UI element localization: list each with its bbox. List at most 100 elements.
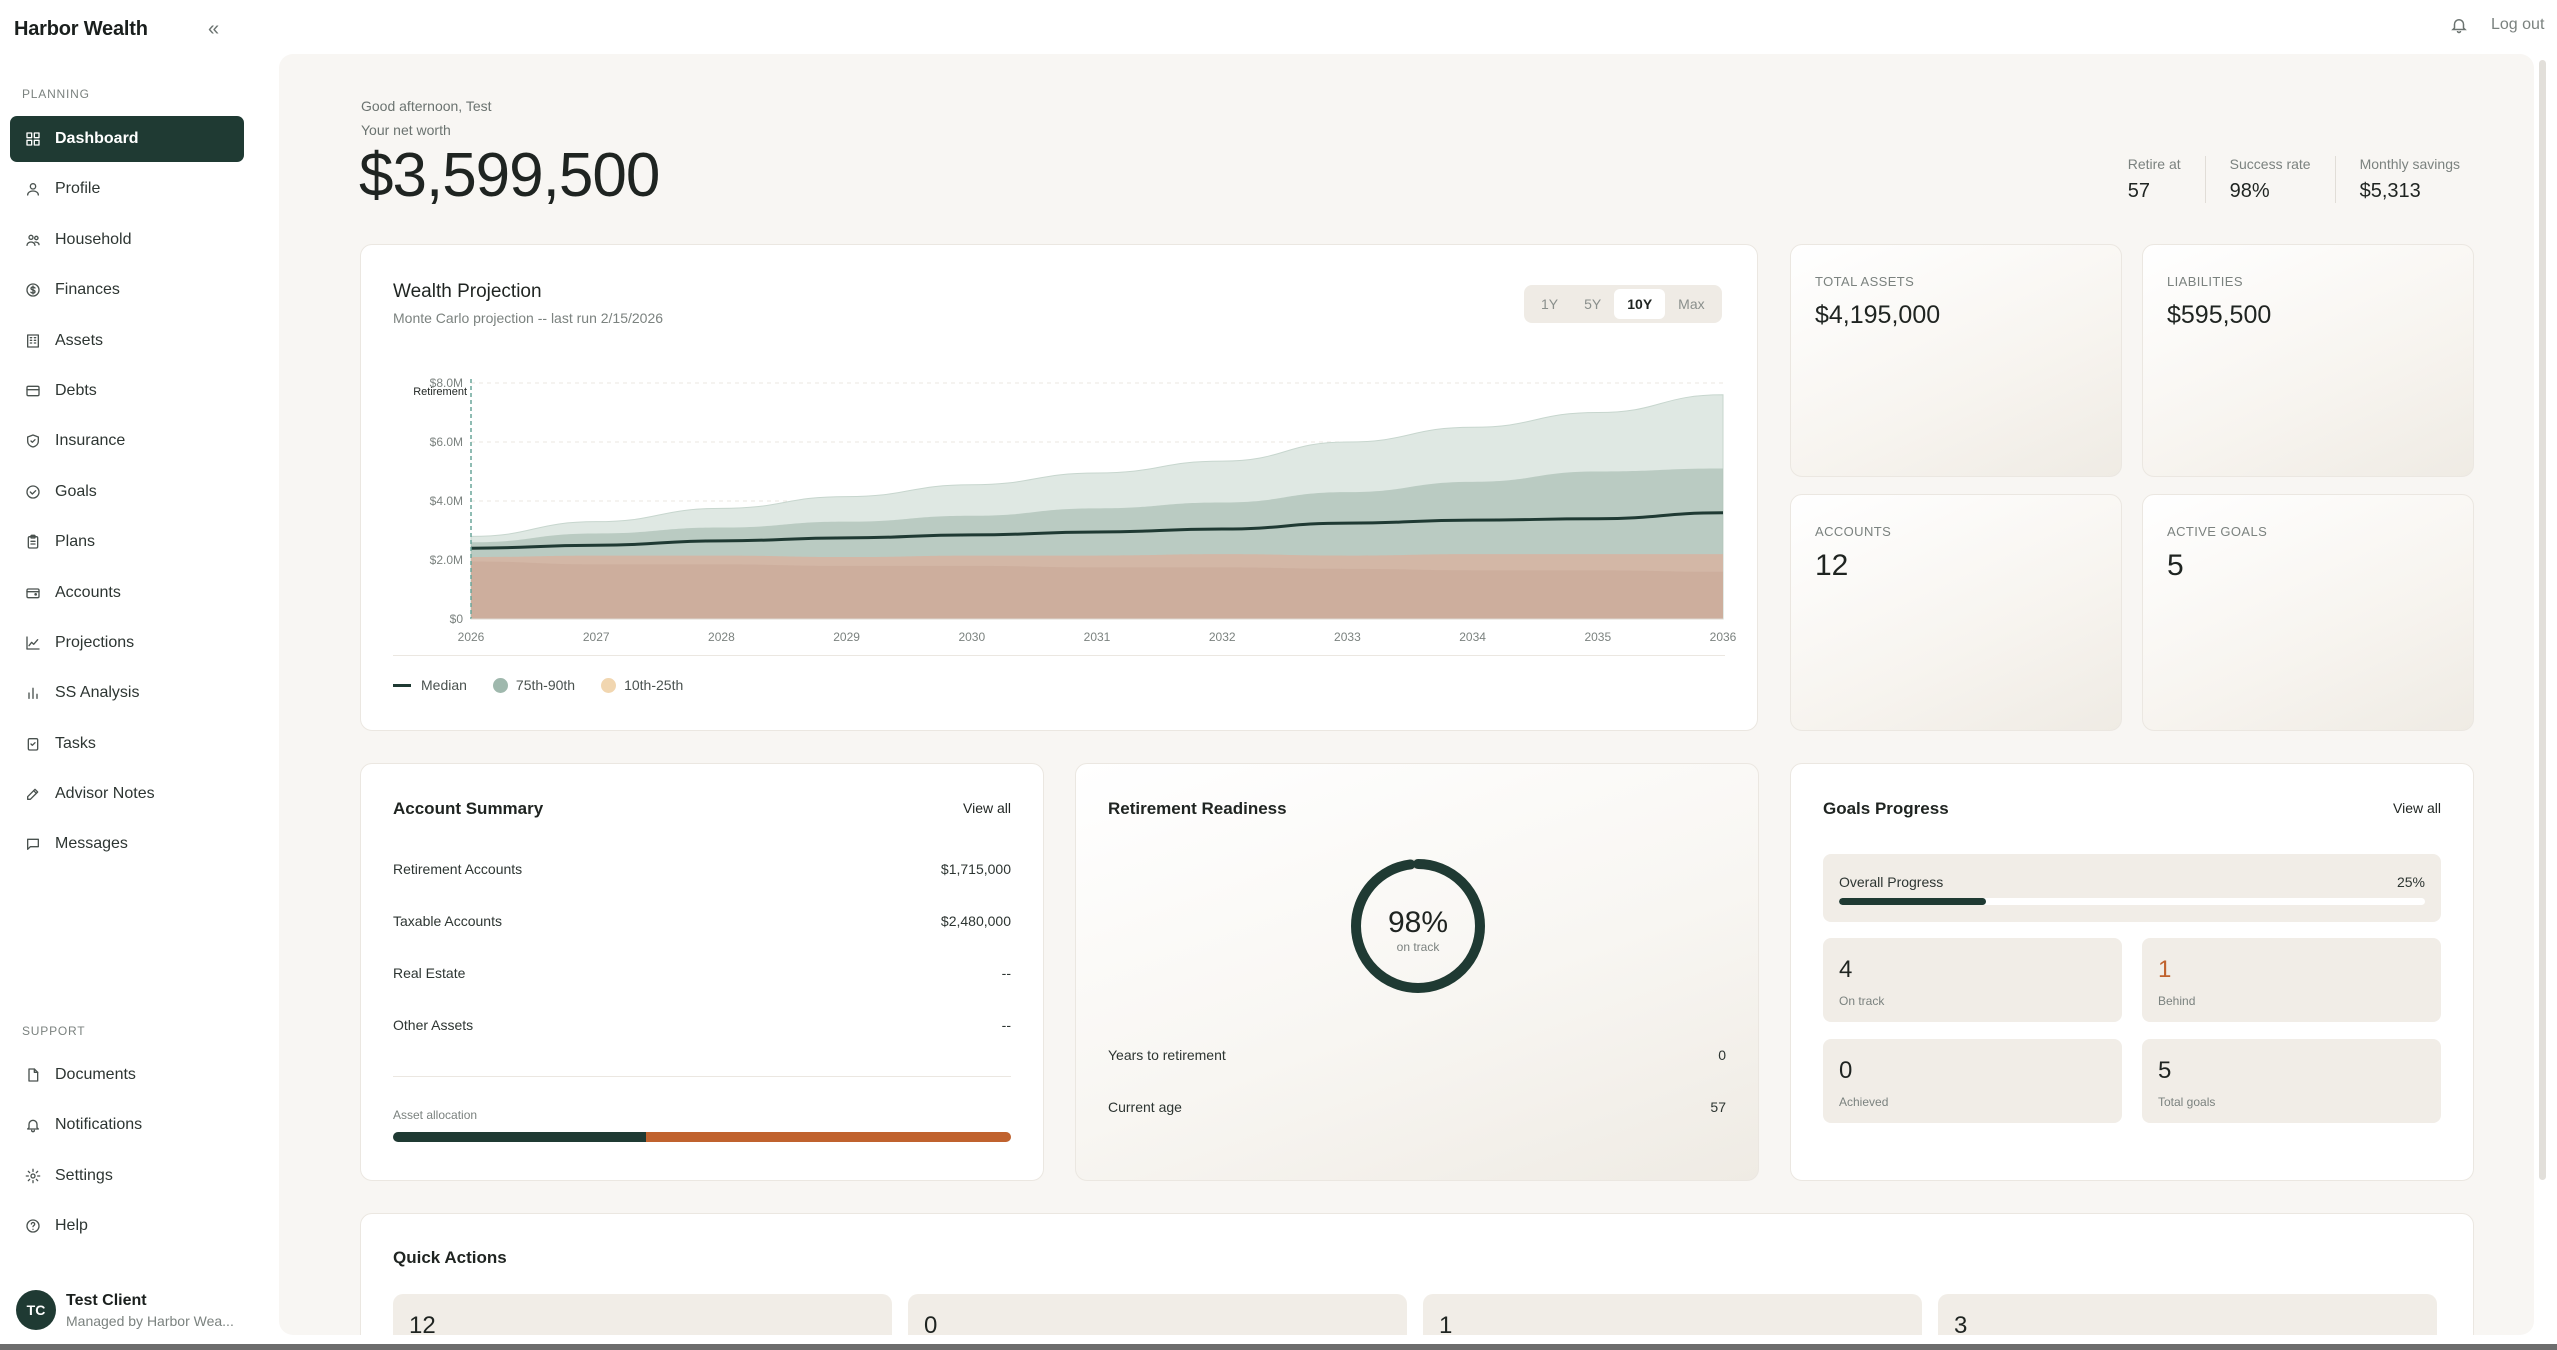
sidebar-item-documents[interactable]: Documents bbox=[10, 1052, 244, 1098]
x-tick-label: 2036 bbox=[1710, 630, 1737, 644]
overall-progress-label: Overall Progress bbox=[1839, 874, 1944, 890]
scrollbar[interactable] bbox=[2539, 60, 2546, 1180]
user-profile[interactable]: TC Test Client Managed by Harbor Wea... bbox=[16, 1290, 234, 1330]
sidebar-item-tasks[interactable]: Tasks bbox=[10, 721, 244, 767]
stat-monthly-savings: Monthly savings $5,313 bbox=[2334, 156, 2484, 203]
account-row-label: Retirement Accounts bbox=[393, 861, 523, 877]
account-row-value: $1,715,000 bbox=[940, 861, 1011, 877]
quick-action-tile[interactable]: 1 bbox=[1423, 1294, 1922, 1335]
legend-label: Median bbox=[421, 677, 467, 693]
retirement-marker-label: Retirement bbox=[413, 386, 467, 398]
stat-value: 98% bbox=[2229, 180, 2270, 202]
help-icon bbox=[24, 1217, 42, 1235]
range-max-button[interactable]: Max bbox=[1678, 296, 1705, 312]
goal-tile-total[interactable]: 5 Total goals bbox=[2142, 1039, 2441, 1123]
collapse-sidebar-icon[interactable]: « bbox=[208, 18, 220, 40]
goal-tile-value: 1 bbox=[2158, 956, 2172, 983]
quick-action-tile[interactable]: 3 bbox=[1938, 1294, 2437, 1335]
planning-section-label: PLANNING bbox=[22, 87, 90, 101]
readiness-row-value: 57 bbox=[1710, 1099, 1726, 1115]
sidebar-item-insurance[interactable]: Insurance bbox=[10, 418, 244, 464]
account-summary-view-all-link[interactable]: View all bbox=[963, 800, 1011, 816]
sidebar-item-label: Accounts bbox=[55, 583, 121, 601]
projection-subtitle: Monte Carlo projection -- last run 2/15/… bbox=[393, 310, 664, 326]
readiness-row: Years to retirement 0 bbox=[1108, 1047, 1726, 1063]
allocation-segment bbox=[393, 1132, 646, 1142]
logout-button[interactable]: Log out bbox=[2491, 16, 2545, 33]
sidebar-item-household[interactable]: Household bbox=[10, 217, 244, 263]
x-tick-label: 2034 bbox=[1459, 630, 1486, 644]
account-row[interactable]: Other Assets -- bbox=[393, 1017, 1011, 1033]
wealth-projection-chart: $0 $2.0M $4.0M $6.0M $8.0M 2026 2027 2028 2029 20… bbox=[413, 376, 1737, 644]
legend-label: 75th-90th bbox=[515, 677, 576, 693]
sidebar-item-label: Insurance bbox=[55, 432, 126, 450]
sidebar-item-label: Dashboard bbox=[55, 130, 139, 147]
account-row[interactable]: Taxable Accounts $2,480,000 bbox=[393, 913, 1011, 929]
goal-tile-on-track[interactable]: 4 On track bbox=[1823, 938, 2122, 1022]
sidebar-item-ss-analysis[interactable]: SS Analysis bbox=[10, 670, 244, 716]
sidebar-item-finances[interactable]: Finances bbox=[10, 267, 244, 313]
x-tick-label: 2028 bbox=[708, 630, 735, 644]
sidebar-item-projections[interactable]: Projections bbox=[10, 620, 244, 666]
sidebar-item-dashboard[interactable]: Dashboard bbox=[10, 116, 244, 162]
quick-action-value: 12 bbox=[409, 1312, 436, 1335]
greeting: Good afternoon, Test bbox=[361, 98, 492, 114]
sidebar-item-label: Debts bbox=[55, 381, 97, 399]
sidebar-item-label: Notifications bbox=[55, 1116, 143, 1134]
kpi-label: TOTAL ASSETS bbox=[1815, 274, 1915, 289]
sidebar-item-debts[interactable]: Debts bbox=[10, 368, 244, 414]
goal-tile-value: 5 bbox=[2158, 1057, 2172, 1084]
dashboard-icon bbox=[24, 130, 42, 148]
wallet-icon bbox=[24, 584, 42, 602]
sidebar-item-notifications[interactable]: Notifications bbox=[10, 1102, 244, 1148]
kpi-label: ACTIVE GOALS bbox=[2167, 524, 2268, 539]
sidebar-item-accounts[interactable]: Accounts bbox=[10, 570, 244, 616]
legend-swatch bbox=[601, 677, 617, 693]
overall-progress-percent: 25% bbox=[2396, 874, 2425, 890]
quick-action-tile[interactable]: 0 bbox=[908, 1294, 1407, 1335]
range-10y-button[interactable]: 10Y bbox=[1614, 289, 1666, 319]
goals-progress-title: Goals Progress bbox=[1823, 799, 1949, 818]
range-5y-button[interactable]: 5Y bbox=[1584, 296, 1602, 312]
account-row-label: Real Estate bbox=[393, 965, 466, 981]
sidebar-item-assets[interactable]: Assets bbox=[10, 318, 244, 364]
kpi-accounts[interactable]: ACCOUNTS 12 bbox=[1790, 494, 2122, 731]
kpi-value: 5 bbox=[2167, 549, 2184, 582]
gauge-percent: 98% bbox=[1388, 906, 1448, 939]
stat-value: 57 bbox=[2127, 180, 2150, 202]
stat-label: Monthly savings bbox=[2359, 156, 2460, 172]
sidebar-item-label: Finances bbox=[55, 281, 120, 299]
brand-logo[interactable]: Harbor Wealth bbox=[14, 18, 148, 40]
goal-tile-behind[interactable]: 1 Behind bbox=[2142, 938, 2441, 1022]
bell-icon[interactable] bbox=[2450, 16, 2468, 39]
sidebar-item-plans[interactable]: Plans bbox=[10, 519, 244, 565]
sidebar-item-profile[interactable]: Profile bbox=[10, 166, 244, 212]
divider bbox=[393, 1076, 1011, 1077]
y-tick-label: $2.0M bbox=[430, 553, 463, 567]
account-row-value: -- bbox=[1001, 965, 1011, 981]
range-1y-button[interactable]: 1Y bbox=[1541, 296, 1559, 312]
sidebar-item-settings[interactable]: Settings bbox=[10, 1153, 244, 1199]
y-tick-label: $6.0M bbox=[430, 435, 463, 449]
kpi-active-goals[interactable]: ACTIVE GOALS 5 bbox=[2142, 494, 2474, 731]
y-tick-label: $0 bbox=[450, 612, 464, 626]
sidebar-item-messages[interactable]: Messages bbox=[10, 821, 244, 867]
sidebar-item-advisor-notes[interactable]: Advisor Notes bbox=[10, 771, 244, 817]
sidebar-item-help[interactable]: Help bbox=[10, 1203, 244, 1249]
x-tick-label: 2031 bbox=[1084, 630, 1111, 644]
dollar-icon bbox=[24, 281, 42, 299]
sidebar-item-goals[interactable]: Goals bbox=[10, 469, 244, 515]
goal-tile-value: 0 bbox=[1839, 1057, 1853, 1084]
account-row[interactable]: Retirement Accounts $1,715,000 bbox=[393, 861, 1011, 877]
readiness-gauge: 98% on track bbox=[1351, 859, 1485, 993]
goal-tile-achieved[interactable]: 0 Achieved bbox=[1823, 1039, 2122, 1123]
kpi-liabilities[interactable]: LIABILITIES $595,500 bbox=[2142, 244, 2474, 477]
kpi-total-assets[interactable]: TOTAL ASSETS $4,195,000 bbox=[1790, 244, 2122, 477]
goals-view-all-link[interactable]: View all bbox=[2393, 800, 2441, 816]
y-tick-label: $4.0M bbox=[430, 494, 463, 508]
account-row[interactable]: Real Estate -- bbox=[393, 965, 1011, 981]
quick-action-tile[interactable]: 12 bbox=[393, 1294, 892, 1335]
net-worth-value: $3,599,500 bbox=[359, 141, 660, 210]
range-selector: 1Y 5Y 10Y Max bbox=[1524, 285, 1722, 323]
projection-title: Wealth Projection bbox=[393, 281, 542, 302]
